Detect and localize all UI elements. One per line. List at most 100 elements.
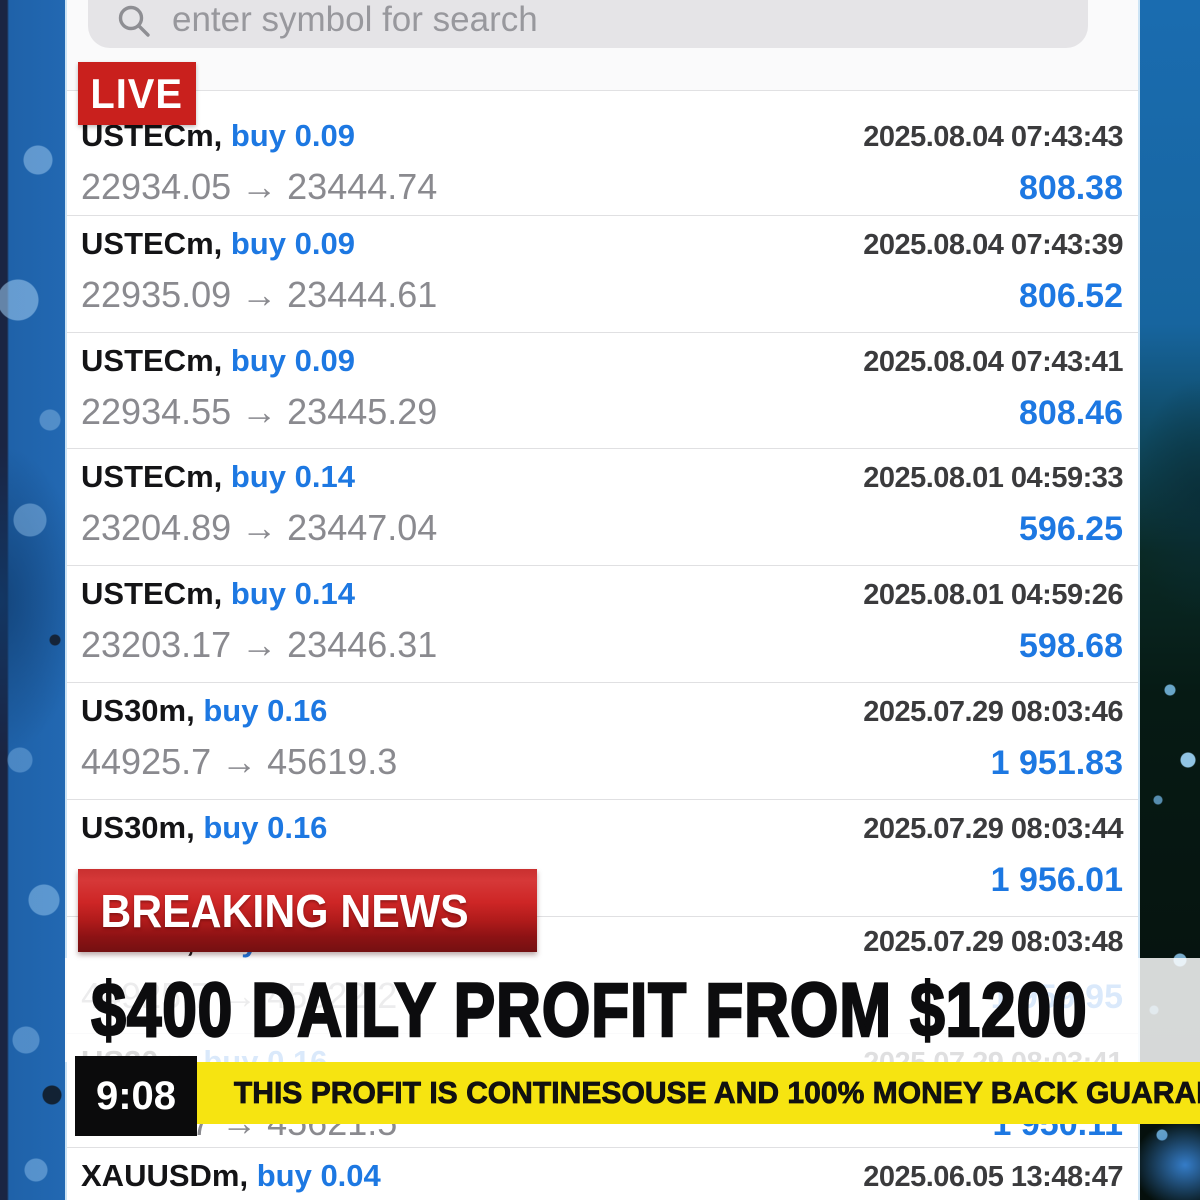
trade-symbol-label: US30m, buy 0.16 — [81, 693, 327, 729]
profit-value: 808.38 — [1019, 169, 1123, 207]
trade-price-range: 23204.89 → 23447.04 — [81, 507, 437, 549]
trade-side-volume: buy 0.14 — [230, 459, 355, 494]
live-badge-label: LIVE — [90, 69, 184, 117]
profit-value: 598.68 — [1019, 627, 1123, 665]
profit-value: 596.25 — [1019, 510, 1123, 548]
open-price: 44925.7 — [81, 741, 212, 782]
table-row[interactable]: USTECm, buy 0.09 2025.08.04 07:43:43 229… — [67, 108, 1138, 215]
close-price: 23446.31 — [287, 624, 438, 665]
live-badge: LIVE — [78, 62, 196, 125]
trade-symbol-label: XAUUSDm, buy 0.04 — [81, 1158, 381, 1194]
trade-side-volume: buy 0.04 — [256, 1158, 381, 1193]
symbol-name: USTECm, — [81, 343, 223, 378]
trade-symbol-label: USTECm, buy 0.09 — [81, 226, 355, 262]
trade-side-volume: buy 0.16 — [203, 810, 328, 845]
table-row[interactable]: USTECm, buy 0.14 2025.08.01 04:59:33 232… — [67, 448, 1138, 565]
headline-banner: $400 DAILY PROFIT FROM $1200 — [65, 958, 1200, 1062]
trade-row-detail: 23204.89 → 23447.04 596.25 — [81, 507, 1123, 549]
trade-side-volume: buy 0.09 — [230, 118, 355, 153]
profit-value: 1 956.01 — [990, 861, 1123, 899]
arrow-right-glyph: → — [241, 274, 278, 315]
table-row[interactable]: US30m, buy 0.16 2025.07.29 08:03:46 4492… — [67, 682, 1138, 799]
trade-row-header: USTECm, buy 0.09 2025.08.04 07:43:41 — [81, 343, 1123, 379]
open-price: 22934.05 — [81, 166, 232, 207]
arrow-right-glyph: → — [241, 391, 278, 432]
ticker-timestamp: 9:08 — [75, 1056, 197, 1136]
trade-datetime: 2025.08.04 07:43:39 — [863, 229, 1123, 261]
ticker-banner: THIS PROFIT IS CONTINESOUSE AND 100% MON… — [197, 1062, 1200, 1124]
table-row[interactable]: USTECm, buy 0.09 2025.08.04 07:43:39 229… — [67, 215, 1138, 332]
trade-datetime: 2025.08.01 04:59:26 — [863, 579, 1123, 611]
trade-price-range: 44925.7 → 45619.3 — [81, 741, 397, 783]
search-input[interactable] — [88, 0, 1088, 48]
open-price: 22935.09 — [81, 274, 232, 315]
open-price: 23203.17 — [81, 624, 232, 665]
trade-row-header: USTECm, buy 0.09 2025.08.04 07:43:39 — [81, 226, 1123, 262]
open-price: 22934.55 — [81, 391, 232, 432]
trade-row-header: USTECm, buy 0.14 2025.08.01 04:59:26 — [81, 576, 1123, 612]
trade-row-header: XAUUSDm, buy 0.04 2025.06.05 13:48:47 — [81, 1158, 1123, 1194]
search-header — [67, 0, 1138, 91]
arrow-right-glyph: → — [241, 624, 278, 665]
trade-price-range: 22934.55 → 23445.29 — [81, 391, 437, 433]
trade-datetime: 2025.06.05 13:48:47 — [863, 1161, 1123, 1193]
trade-symbol-label: USTECm, buy 0.14 — [81, 576, 355, 612]
close-price: 23447.04 — [287, 507, 438, 548]
trade-price-range: 23203.17 → 23446.31 — [81, 624, 437, 666]
trade-datetime: 2025.07.29 08:03:44 — [863, 813, 1123, 845]
open-price: 23204.89 — [81, 507, 232, 548]
trade-datetime: 2025.07.29 08:03:48 — [863, 926, 1123, 958]
trade-datetime: 2025.08.04 07:43:41 — [863, 346, 1123, 378]
trade-symbol-label: USTECm, buy 0.09 — [81, 343, 355, 379]
symbol-name: XAUUSDm, — [81, 1158, 249, 1193]
table-row[interactable]: USTECm, buy 0.14 2025.08.01 04:59:26 232… — [67, 565, 1138, 682]
trade-row-header: US30m, buy 0.16 2025.07.29 08:03:46 — [81, 693, 1123, 729]
trade-row-detail: 22934.55 → 23445.29 808.46 — [81, 391, 1123, 433]
trade-side-volume: buy 0.14 — [230, 576, 355, 611]
trade-side-volume: buy 0.09 — [230, 226, 355, 261]
close-price: 23444.61 — [287, 274, 438, 315]
trade-price-range: 22934.05 → 23444.74 — [81, 166, 437, 208]
trade-row-header: USTECm, buy 0.09 2025.08.04 07:43:43 — [81, 118, 1123, 154]
trade-row-header: USTECm, buy 0.14 2025.08.01 04:59:33 — [81, 459, 1123, 495]
profit-value: 1 951.83 — [990, 744, 1123, 782]
profit-value: 806.52 — [1019, 277, 1123, 315]
wallpaper-left — [0, 0, 65, 1200]
trade-side-volume: buy 0.09 — [230, 343, 355, 378]
symbol-name: US30m, — [81, 693, 195, 728]
trade-row-detail: 22935.09 → 23444.61 806.52 — [81, 274, 1123, 316]
close-price: 45619.3 — [267, 741, 398, 782]
profit-value: 808.46 — [1019, 394, 1123, 432]
symbol-name: US30m, — [81, 810, 195, 845]
arrow-right-glyph: → — [241, 507, 278, 548]
close-price: 23444.74 — [287, 166, 438, 207]
trade-datetime: 2025.07.29 08:03:46 — [863, 696, 1123, 728]
arrow-right-glyph: → — [241, 166, 278, 207]
trade-row-detail: 44925.7 → 45619.3 1 951.83 — [81, 741, 1123, 783]
trade-row-detail: 23203.17 → 23446.31 598.68 — [81, 624, 1123, 666]
symbol-search-field[interactable] — [170, 0, 1068, 41]
breaking-news-label: BREAKING NEWS — [100, 884, 469, 937]
trade-price-range: 22935.09 → 23444.61 — [81, 274, 437, 316]
arrow-right-glyph: → — [221, 741, 258, 782]
table-row[interactable]: US30m, buy 0.16 2025.07.29 08:03:44 1 95… — [67, 799, 1138, 916]
ticker-text: THIS PROFIT IS CONTINESOUSE AND 100% MON… — [233, 1075, 1200, 1111]
breaking-news-banner: BREAKING NEWS — [78, 869, 537, 952]
trade-row-header: US30m, buy 0.16 2025.07.29 08:03:44 — [81, 810, 1123, 846]
trade-side-volume: buy 0.16 — [203, 693, 328, 728]
symbol-name: USTECm, — [81, 576, 223, 611]
trade-row-detail: 1 956.01 — [81, 858, 1123, 900]
table-row[interactable]: USTECm, buy 0.09 2025.08.04 07:43:41 229… — [67, 332, 1138, 448]
symbol-name: USTECm, — [81, 459, 223, 494]
trade-datetime: 2025.08.01 04:59:33 — [863, 462, 1123, 494]
trade-symbol-label: USTECm, buy 0.14 — [81, 459, 355, 495]
trade-row-detail: 22934.05 → 23444.74 808.38 — [81, 166, 1123, 208]
trade-symbol-label: US30m, buy 0.16 — [81, 810, 327, 846]
ticker-timestamp-label: 9:08 — [95, 1073, 177, 1118]
close-price: 23445.29 — [287, 391, 438, 432]
trade-datetime: 2025.08.04 07:43:43 — [863, 121, 1123, 153]
table-row[interactable]: XAUUSDm, buy 0.04 2025.06.05 13:48:47 — [67, 1147, 1138, 1200]
search-icon — [118, 5, 150, 37]
headline-text: $400 DAILY PROFIT FROM $1200 — [90, 966, 1088, 1054]
